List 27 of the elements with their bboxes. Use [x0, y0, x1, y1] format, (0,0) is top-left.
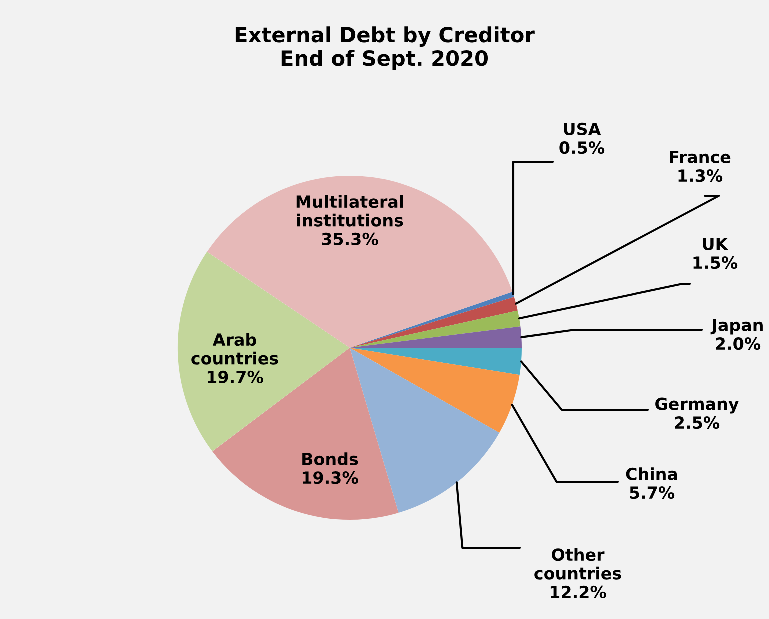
- pie-slice: [178, 252, 350, 452]
- data-label: 1.3%: [678, 170, 723, 182]
- slice-label: UK: [703, 238, 729, 251]
- slice-label: France: [670, 151, 731, 164]
- slice-label: Multilateral institutions: [296, 195, 404, 227]
- pie-slice: [207, 176, 513, 348]
- data-label: 2.0%: [716, 338, 761, 350]
- chart-title: External Debt by Creditor End of Sept. 2020: [236, 26, 535, 70]
- pie-slice: [350, 310, 521, 348]
- slice-label: China: [626, 468, 678, 481]
- data-label: 5.7%: [630, 486, 675, 500]
- data-label: 1.5%: [694, 256, 738, 270]
- pie-slice: [350, 348, 520, 433]
- data-label: 2.5%: [675, 416, 720, 430]
- slice-label: Germany: [656, 398, 739, 414]
- data-label: 35.3%: [322, 232, 378, 246]
- slice-label: Other countries: [534, 548, 622, 580]
- data-label: 12.2%: [550, 586, 606, 598]
- slice-label: Bonds: [302, 452, 358, 466]
- data-label: 19.7%: [208, 370, 264, 384]
- pie-slice: [350, 348, 522, 376]
- slice-label: Japan: [710, 319, 763, 335]
- data-label: 0.5%: [560, 142, 605, 154]
- pie-slice: [350, 326, 522, 348]
- slice-label: USA: [564, 122, 602, 136]
- slice-label: Arab countries: [192, 333, 278, 365]
- data-label: 19.3%: [302, 472, 358, 484]
